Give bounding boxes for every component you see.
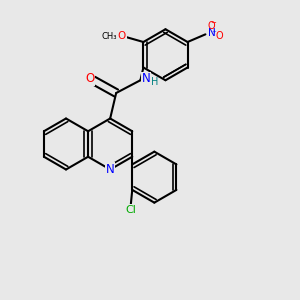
- Text: +: +: [211, 29, 216, 34]
- Text: O: O: [118, 31, 126, 41]
- Text: N: N: [106, 163, 115, 176]
- Text: −: −: [210, 20, 216, 26]
- Text: O: O: [215, 31, 223, 41]
- Text: Cl: Cl: [125, 205, 136, 215]
- Text: N: N: [208, 28, 215, 38]
- Text: H: H: [151, 77, 158, 87]
- Text: N: N: [142, 72, 151, 85]
- Text: O: O: [208, 21, 215, 31]
- Text: CH₃: CH₃: [101, 32, 116, 40]
- Text: O: O: [85, 72, 95, 85]
